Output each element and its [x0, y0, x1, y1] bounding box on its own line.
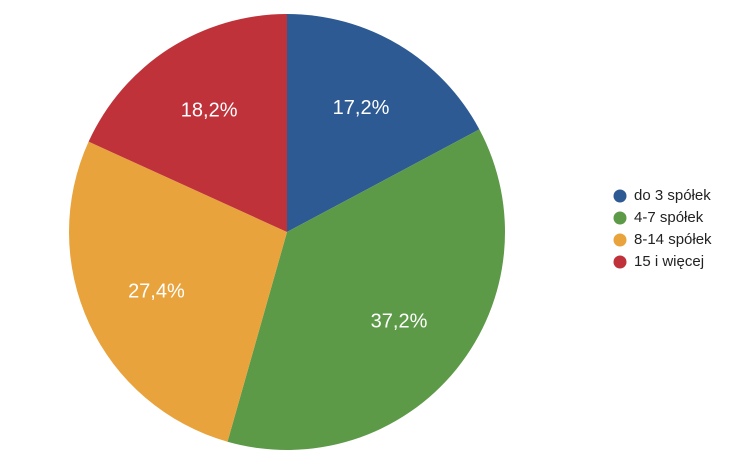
legend-label: 4-7 spółek — [634, 209, 704, 226]
pie-slice — [69, 141, 288, 442]
legend-label: 15 i więcej — [634, 253, 704, 270]
pie-slice — [227, 129, 505, 450]
legend-label: do 3 spółek — [634, 187, 711, 204]
value-label: 27,4% — [128, 281, 185, 303]
legend-marker — [613, 233, 627, 247]
legend-marker — [613, 211, 627, 225]
value-label: 18,2% — [181, 99, 238, 121]
pie-slice — [88, 14, 288, 232]
legend-marker — [613, 189, 627, 203]
value-label: 17,2% — [333, 97, 390, 119]
legend-marker — [613, 255, 627, 269]
pie-slice — [287, 14, 480, 232]
legend-label: 8-14 spółek — [634, 231, 712, 248]
value-label: 37,2% — [371, 311, 428, 333]
